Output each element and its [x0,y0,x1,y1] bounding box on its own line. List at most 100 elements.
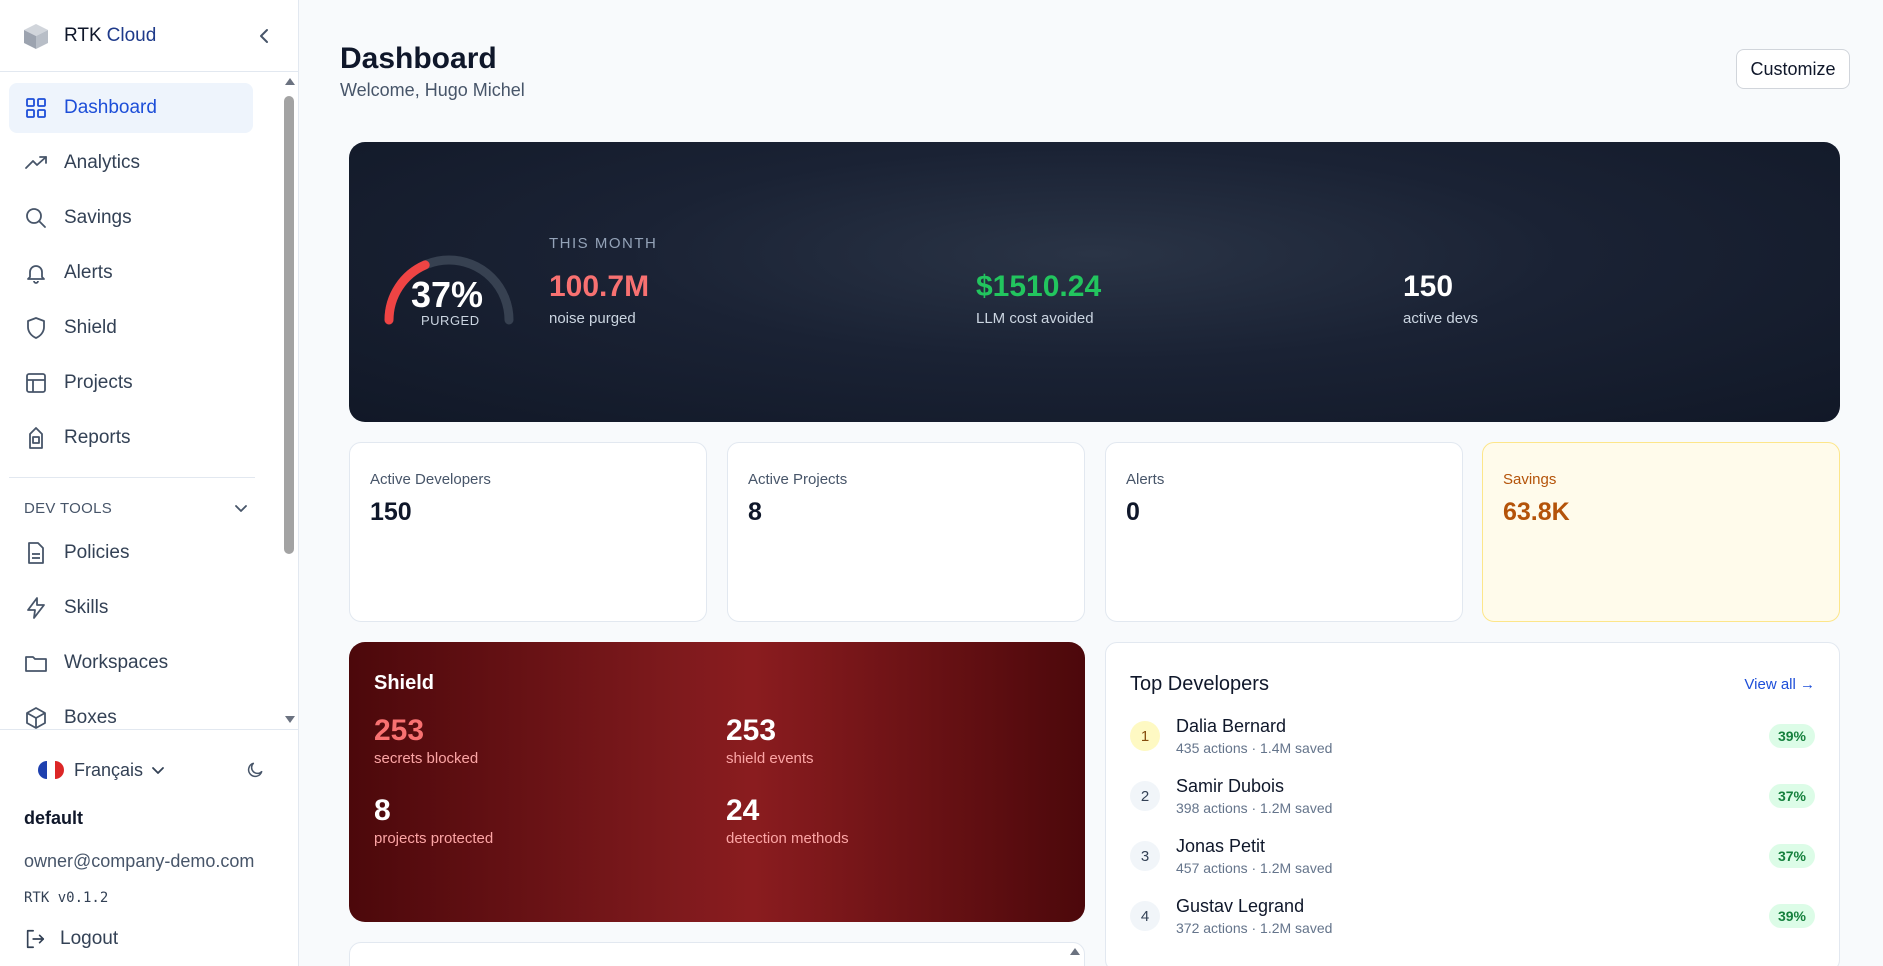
percent-badge: 39% [1768,724,1815,748]
developer-name: Samir Dubois [1176,776,1285,796]
developer-stats: 398 actions · 1.2M saved [1176,800,1333,816]
percent-badge: 37% [1768,784,1815,808]
gauge-label: PURGED [421,313,480,328]
shield-stat-value: 253 [726,714,777,747]
sidebar-item-dashboard[interactable]: Dashboard [9,83,253,133]
logout-button[interactable]: Logout [24,928,274,950]
moon-icon[interactable] [245,760,265,780]
kpi-label: Active Developers [370,471,491,488]
main-content: Dashboard Welcome, Hugo Michel Customize… [300,0,1883,966]
shield-stat-label: projects protected [374,830,494,847]
period-label: THIS MONTH [549,235,658,252]
gauge-percent: 37% [411,274,484,315]
welcome-text: Welcome, Hugo Michel [340,80,525,100]
kpi-label: Savings [1503,471,1557,488]
percent-badge: 39% [1768,904,1815,928]
sidebar-item-alerts[interactable]: Alerts [9,248,253,298]
kpi-value: 0 [1126,498,1140,526]
dev-tools-section-toggle[interactable]: DEV TOOLS [0,492,283,524]
sidebar-scrollbar[interactable] [283,78,295,723]
sidebar-item-label: Alerts [64,262,113,283]
developer-row[interactable]: 2 Samir Dubois 398 actions · 1.2M saved … [1130,766,1815,826]
monthly-summary-card: 37% PURGED THIS MONTH 100.7M noise purge… [349,142,1840,422]
hero-stat-value: 100.7M [549,270,650,303]
rank-badge: 4 [1130,901,1160,931]
kpi-alerts[interactable]: Alerts 0 [1105,442,1463,622]
sidebar-item-shield[interactable]: Shield [9,303,253,353]
bell-icon [27,265,45,284]
kpi-active-projects[interactable]: Active Projects 8 [727,442,1085,622]
sidebar-item-label: Workspaces [64,652,169,673]
cube-logo-icon [24,23,48,49]
sidebar-item-label: Reports [64,427,131,448]
developer-row[interactable]: 3 Jonas Petit 457 actions · 1.2M saved 3… [1130,826,1815,886]
rank-badge: 2 [1130,781,1160,811]
dev-tools-label: DEV TOOLS [24,499,113,517]
sidebar-item-skills[interactable]: Skills [9,583,253,633]
developer-row[interactable]: 4 Gustav Legrand 372 actions · 1.2M save… [1130,886,1815,946]
developer-stats: 372 actions · 1.2M saved [1176,920,1333,936]
next-card [349,942,1085,966]
developer-name: Dalia Bernard [1176,716,1287,736]
sidebar-item-reports[interactable]: Reports [9,413,253,463]
logout-icon [26,929,45,949]
collapse-sidebar-button[interactable] [252,24,276,48]
sidebar-item-analytics[interactable]: Analytics [9,138,253,188]
brand-sub: Cloud [106,24,157,46]
bolt-icon [27,597,45,619]
hero-stat-devs: 150 active devs [1403,270,1478,327]
purged-gauge [384,255,514,325]
sidebar: RTK Cloud Dashboard Analytics Savings Ale… [0,0,299,966]
folder-icon [25,656,47,672]
shield-stat-label: shield events [726,750,814,767]
box-icon [26,707,46,729]
top-developers-title: Top Developers [1130,673,1269,695]
sidebar-item-label: Savings [64,207,132,228]
page-title: Dashboard [340,42,497,75]
shield-stat-label: secrets blocked [374,750,479,767]
developer-name: Gustav Legrand [1176,896,1305,916]
kpi-value: 8 [748,498,762,526]
shield-card[interactable]: Shield 253 secrets blocked 253 shield ev… [349,642,1085,922]
hero-stat-label: LLM cost avoided [976,310,1094,327]
language-label: Français [74,759,144,780]
scroll-up-arrow[interactable] [1070,948,1080,955]
scroll-thumb[interactable] [284,96,294,554]
sidebar-item-label: Policies [64,542,130,563]
france-flag-icon [38,761,64,779]
shield-stat-projects: 8 projects protected [374,794,493,847]
sidebar-item-savings[interactable]: Savings [9,193,253,243]
sidebar-item-boxes[interactable]: Boxes [9,693,253,729]
view-all-link[interactable]: View all → [1744,676,1815,693]
sidebar-item-label: Boxes [64,707,117,728]
sidebar-item-policies[interactable]: Policies [9,528,253,578]
shield-stat-value: 8 [374,794,391,827]
scroll-up-arrow[interactable] [285,78,295,85]
developer-stats: 435 actions · 1.4M saved [1176,740,1333,756]
kpi-label: Alerts [1126,471,1165,488]
language-select[interactable]: Français [24,760,165,781]
shield-stat-methods: 24 detection methods [726,794,849,847]
rank-badge: 3 [1130,841,1160,871]
percent-badge: 37% [1768,844,1815,868]
chevron-left-icon [260,28,268,43]
kpi-value: 63.8K [1503,498,1570,526]
customize-button[interactable]: Customize [1736,49,1850,89]
brand: RTK Cloud [64,25,156,47]
rank-badge: 1 [1130,721,1160,751]
shield-stat-value: 24 [726,794,760,827]
hero-stat-label: active devs [1403,310,1479,327]
chevron-down-icon [235,505,247,512]
brand-main: RTK [64,24,102,46]
shield-title: Shield [374,672,435,694]
kpi-savings[interactable]: Savings 63.8K [1482,442,1840,622]
kpi-label: Active Projects [748,471,848,488]
report-icon [29,427,43,449]
trend-icon [25,156,47,169]
developer-row[interactable]: 1 Dalia Bernard 435 actions · 1.4M saved… [1130,706,1815,766]
sidebar-item-projects[interactable]: Projects [9,358,253,408]
kpi-active-developers[interactable]: Active Developers 150 [349,442,707,622]
hero-stat-value: 150 [1403,270,1454,303]
sidebar-item-workspaces[interactable]: Workspaces [9,638,253,688]
scroll-down-arrow[interactable] [285,716,295,723]
